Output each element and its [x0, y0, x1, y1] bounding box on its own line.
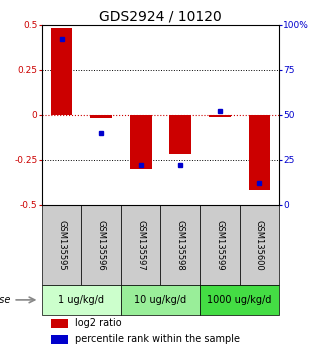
Bar: [42, 205, 81, 285]
Text: 10 ug/kg/d: 10 ug/kg/d: [134, 295, 187, 305]
Text: GSM135599: GSM135599: [215, 219, 224, 270]
Text: GSM135598: GSM135598: [176, 219, 185, 270]
Text: GSM135596: GSM135596: [97, 219, 106, 270]
Bar: [209, 115, 231, 116]
Bar: [121, 285, 200, 315]
Text: log2 ratio: log2 ratio: [75, 318, 122, 328]
Bar: [200, 285, 279, 315]
Text: percentile rank within the sample: percentile rank within the sample: [75, 334, 240, 344]
Bar: [121, 205, 160, 285]
Bar: [169, 115, 191, 154]
Text: GSM135595: GSM135595: [57, 219, 66, 270]
Bar: [81, 205, 121, 285]
Title: GDS2924 / 10120: GDS2924 / 10120: [99, 10, 222, 24]
Bar: [240, 205, 279, 285]
Bar: [130, 115, 152, 169]
Bar: [248, 115, 270, 190]
Text: GSM135600: GSM135600: [255, 219, 264, 270]
Bar: [51, 335, 68, 344]
Bar: [160, 205, 200, 285]
Bar: [200, 205, 240, 285]
Bar: [90, 115, 112, 119]
Text: 1 ug/kg/d: 1 ug/kg/d: [58, 295, 104, 305]
Text: GSM135597: GSM135597: [136, 219, 145, 270]
Bar: [42, 285, 121, 315]
Text: dose: dose: [0, 295, 11, 305]
Bar: [51, 28, 73, 115]
Bar: [51, 319, 68, 328]
Text: 1000 ug/kg/d: 1000 ug/kg/d: [207, 295, 272, 305]
